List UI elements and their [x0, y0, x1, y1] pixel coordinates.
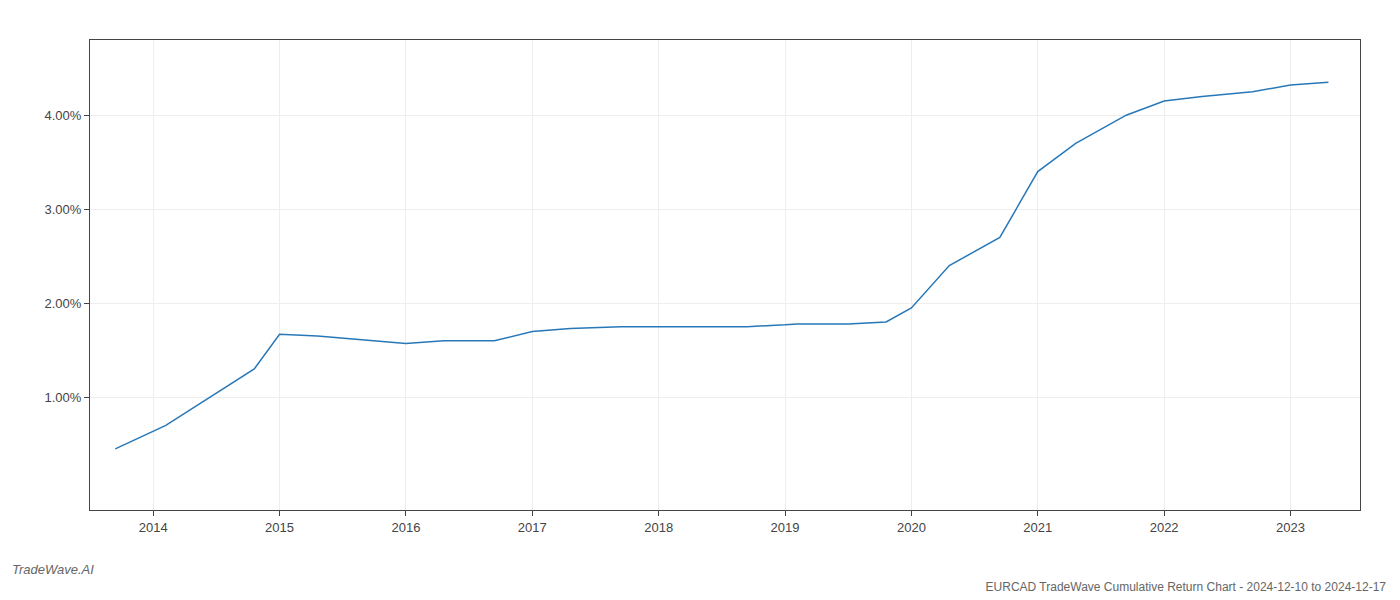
svg-text:2014: 2014: [139, 520, 168, 535]
svg-text:2020: 2020: [897, 520, 926, 535]
svg-text:1.00%: 1.00%: [45, 390, 82, 405]
svg-text:2019: 2019: [771, 520, 800, 535]
svg-text:2023: 2023: [1276, 520, 1305, 535]
svg-text:2022: 2022: [1150, 520, 1179, 535]
svg-text:2021: 2021: [1023, 520, 1052, 535]
svg-text:2.00%: 2.00%: [45, 296, 82, 311]
svg-text:2017: 2017: [518, 520, 547, 535]
svg-text:2018: 2018: [644, 520, 673, 535]
svg-text:TradeWave.AI: TradeWave.AI: [12, 562, 94, 577]
svg-text:3.00%: 3.00%: [45, 202, 82, 217]
svg-text:2015: 2015: [265, 520, 294, 535]
svg-text:2016: 2016: [391, 520, 420, 535]
svg-text:4.00%: 4.00%: [45, 108, 82, 123]
svg-text:EURCAD TradeWave Cumulative Re: EURCAD TradeWave Cumulative Return Chart…: [986, 580, 1387, 594]
